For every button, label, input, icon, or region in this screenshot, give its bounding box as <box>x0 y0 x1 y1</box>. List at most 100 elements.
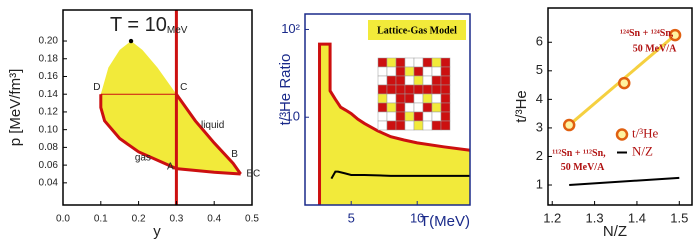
lattice-cell <box>386 75 397 86</box>
lattice-cell <box>431 111 442 122</box>
line <box>330 170 470 180</box>
lattice-cell <box>386 57 397 68</box>
lattice-cell <box>440 84 451 95</box>
y-tick-label: 0.06 <box>39 160 59 171</box>
lattice-cell <box>413 84 424 95</box>
x-tick-label: 0.2 <box>132 214 146 225</box>
y-tick-label: 0.14 <box>39 89 59 100</box>
lattice-cell <box>395 66 406 77</box>
lattice-cell <box>386 120 397 131</box>
x-tick-label: 0.5 <box>245 214 259 225</box>
plot-frame <box>547 7 693 206</box>
lattice-cell <box>386 84 397 95</box>
lattice-cell <box>431 57 442 68</box>
lattice-cell <box>431 93 442 104</box>
annotation: A <box>167 162 174 173</box>
y-tick-label: 10 <box>286 109 300 124</box>
plot-frame <box>304 13 471 206</box>
y-tick-label: 2 <box>536 148 543 163</box>
region <box>100 41 241 174</box>
lattice-cell <box>377 84 388 95</box>
lattice-cell <box>431 84 442 95</box>
chart-title: T = 10MeV <box>110 14 188 36</box>
y-tick-label: 0.10 <box>39 124 59 135</box>
annotation: ¹¹²Sn + ¹¹²Sn, <box>552 148 606 159</box>
title-unit: MeV <box>167 25 188 36</box>
lattice-cell <box>422 120 433 131</box>
lattice-cell <box>386 102 397 113</box>
panel: 1.2 1.3 1.4 1.5 1 2 3 4 5 6 N/Z t/³He ¹²⁴Sn + ¹²⁴Sn,… <box>513 7 693 240</box>
x-tick-label: 0.1 <box>94 214 108 225</box>
data-point <box>562 118 576 132</box>
y-tick-label: 0.04 <box>39 177 59 188</box>
lattice-cell <box>404 93 415 104</box>
y-tick-label: 0.20 <box>39 36 59 47</box>
lattice-cell <box>440 66 451 77</box>
y-tick-label: 6 <box>536 34 543 49</box>
x-axis-label: N/Z <box>603 223 627 240</box>
lattice-cell <box>404 84 415 95</box>
title-main: T = 10 <box>110 14 167 36</box>
y-axis-label: t/³He <box>513 90 530 123</box>
lattice-cell <box>386 93 397 104</box>
lattice-cell <box>413 75 424 86</box>
annotation: EC <box>246 169 260 180</box>
label-box <box>368 20 466 40</box>
lattice-cell <box>377 102 388 113</box>
lattice-cell <box>440 120 451 131</box>
annotation: gas <box>135 153 151 164</box>
lattice-cell <box>440 102 451 113</box>
lattice-cell <box>395 102 406 113</box>
legend-label: N/Z <box>632 143 653 158</box>
y-tick-label: 3 <box>536 119 543 134</box>
label-box-text: Lattice-Gas Model <box>377 25 457 36</box>
lattice-cell <box>395 84 406 95</box>
annotation: B <box>231 149 238 160</box>
lattice-cell <box>386 111 397 122</box>
lattice-cell <box>422 102 433 113</box>
x-tick-label: 1.4 <box>628 210 646 225</box>
lattice-cell <box>404 75 415 86</box>
legend-label: t/³He <box>632 125 659 140</box>
x-tick-label: 0.4 <box>207 214 221 225</box>
x-tick-label: 0.0 <box>56 214 70 225</box>
lattice-cell <box>404 120 415 131</box>
annotation: 50 MeV/A <box>561 162 605 173</box>
data-point <box>668 28 682 42</box>
y-tick-label: 10² <box>281 21 300 36</box>
lattice-cell <box>440 57 451 68</box>
line <box>569 176 680 187</box>
lattice-cell <box>440 75 451 86</box>
lattice-cell <box>440 111 451 122</box>
y-tick-label: 1 <box>536 176 543 191</box>
lattice-cell <box>440 93 451 104</box>
lattice-cell <box>422 75 433 86</box>
lattice-cell <box>413 93 424 104</box>
x-tick-label: 1.5 <box>670 210 688 225</box>
lattice-cell <box>413 66 424 77</box>
y-axis-label: t/³He Ratio <box>277 54 294 126</box>
y-tick-label: 0.08 <box>39 142 59 153</box>
lattice-cell <box>386 66 397 77</box>
x-tick-label: 5 <box>348 210 355 225</box>
annotation: C <box>180 82 187 93</box>
y-tick-label: 5 <box>536 62 543 77</box>
lattice-cell <box>404 66 415 77</box>
lattice-cell <box>413 102 424 113</box>
lattice-cell <box>431 120 442 131</box>
lattice-cell <box>431 66 442 77</box>
lattice-cell <box>404 111 415 122</box>
data-point <box>128 38 134 44</box>
x-tick-label: 10 <box>410 210 424 225</box>
lattice-cell <box>395 120 406 131</box>
x-tick-label: 0.3 <box>169 214 183 225</box>
lattice-cell <box>395 75 406 86</box>
lattice-cell <box>395 111 406 122</box>
annotation: 50 MeV/A <box>633 44 677 55</box>
lattice-cell <box>395 57 406 68</box>
legend-symbol <box>615 128 629 141</box>
y-axis-label: p [MeV/fm³] <box>7 69 24 147</box>
annotation: D <box>93 82 100 93</box>
x-axis-label: y <box>153 223 161 240</box>
